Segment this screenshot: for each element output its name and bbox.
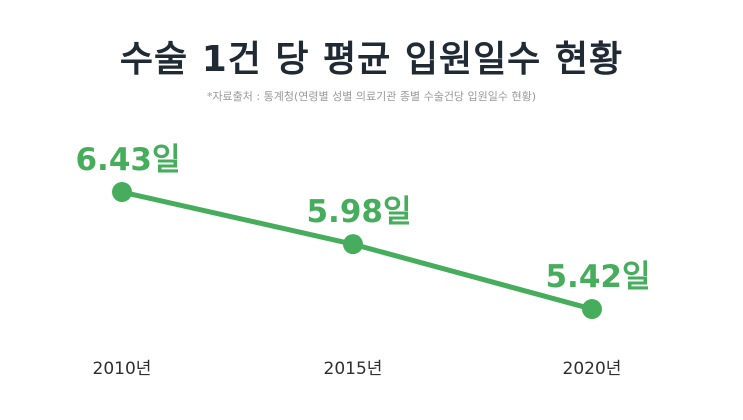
chart-title: 수술 1건 당 평균 입원일수 현황 [119,39,624,80]
x-tick-label: 2015년 [324,359,383,379]
x-tick-label: 2010년 [93,359,152,379]
chart-source-note: *자료출처 : 통계청(연령별 성별 의료기관 종별 수술건당 입원일수 현황) [206,90,537,103]
data-label: 5.98일 [306,194,411,230]
data-label: 6.43일 [75,142,180,178]
data-point [112,182,132,202]
data-point [582,299,602,320]
data-point [343,234,363,255]
data-label: 5.42일 [545,259,650,295]
x-tick-label: 2020년 [563,359,622,379]
